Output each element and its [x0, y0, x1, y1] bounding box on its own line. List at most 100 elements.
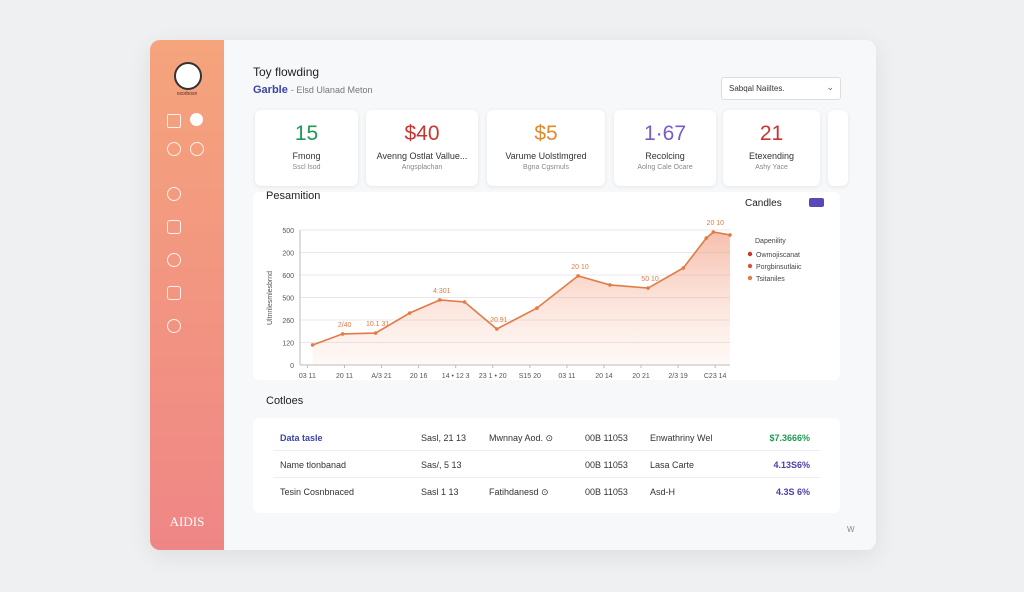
- table-cell: 00B 11053: [585, 487, 628, 497]
- kpi-value: 15: [294, 122, 319, 145]
- kpi-value: $5: [534, 122, 558, 145]
- area: [312, 232, 730, 365]
- annotation: 20 10: [707, 220, 725, 227]
- point: [576, 274, 580, 278]
- x-tick-label: 23 1 • 20: [479, 373, 507, 380]
- kpi-sublabel: Sscl lsod: [292, 164, 321, 171]
- x-tick-label: 20 14: [595, 373, 613, 380]
- nav-icon[interactable]: [167, 286, 181, 300]
- row-divider: [273, 450, 820, 451]
- point: [704, 236, 709, 240]
- annotation: 4:301: [433, 288, 451, 295]
- y-tick-label: 500: [282, 296, 294, 303]
- x-tick-label: 2/3 19: [668, 373, 688, 380]
- kpi-value: 1·67: [643, 122, 687, 145]
- kpi-card-partial: [828, 110, 848, 186]
- nav-icon[interactable]: [167, 220, 181, 234]
- annotation: 50 10: [641, 276, 659, 283]
- x-tick-label: 03 11: [558, 373, 575, 380]
- x-tick-label: S15 20: [519, 373, 541, 380]
- y-tick-label: 500: [282, 228, 294, 235]
- point: [608, 283, 612, 287]
- legend-label: Porgbinsutlaiic: [756, 264, 802, 271]
- table-cell: Sas/, 5 13: [421, 460, 462, 470]
- point: [495, 327, 499, 331]
- brand: AIDIS: [169, 514, 205, 529]
- annotation: 20 10: [571, 264, 589, 271]
- kpi-value: 21: [759, 122, 784, 145]
- dropdown-label: Sabqal Naiiltes.: [729, 84, 785, 93]
- y-axis-label: Ultnrilesmlesbrnd: [267, 271, 274, 325]
- legend-swatch: [747, 263, 753, 269]
- dropdown[interactable]: Sabqal Naiiltes. ⌄: [721, 77, 841, 100]
- kpi-card: $5 Varume Uolstlmgred Bgna Cgsrnuls: [487, 110, 605, 186]
- point: [310, 343, 315, 347]
- x-tick-label: 20 16: [410, 373, 428, 380]
- annotation: 2/40: [338, 322, 352, 329]
- y-tick-label: 120: [282, 341, 294, 348]
- chart: Pesamition Ultnrilesmlesbrnd Candles Dap…: [266, 190, 824, 380]
- sidebar: oxorbosn AIDIS: [150, 40, 224, 550]
- toggle[interactable]: [190, 113, 203, 126]
- y-tick-label: 200: [282, 251, 294, 258]
- nav-icon[interactable]: [167, 253, 181, 267]
- table-cell: Sasl 1 13: [421, 487, 459, 497]
- point: [373, 331, 378, 335]
- table-cell: Name tlonbanad: [280, 460, 347, 470]
- y-tick-label: 0: [290, 363, 294, 370]
- window: oxorbosn AIDIS Toy flowding Garble - Els…: [150, 40, 876, 550]
- row-divider: [273, 477, 820, 478]
- chevron: ⌄: [826, 82, 834, 92]
- kpi-label: Etexending: [748, 151, 795, 161]
- kpi-sublabel: Bgna Cgsrnuls: [523, 164, 569, 171]
- table-cell: Fatihdanesd ⊙: [489, 487, 549, 497]
- annotation: 20.91: [490, 317, 508, 324]
- point: [407, 311, 412, 315]
- legend-label: Tsitaniles: [756, 276, 785, 283]
- point: [711, 230, 716, 234]
- kpi-value: $40: [404, 122, 440, 145]
- subtitle: Garble - Elsd Ulanad Meton: [253, 84, 372, 96]
- x-tick-label: 14 • 12 3: [442, 373, 470, 380]
- annotation: 10.1 31: [366, 321, 389, 328]
- table: Data tasle Sasl, 21 13 Mwnnay Aod. ⊙ 00B 11…: [253, 418, 840, 513]
- kpi-sublabel: Aolng Cale Ocare: [637, 164, 693, 171]
- table-title: Cotloes: [266, 395, 304, 407]
- point: [340, 332, 345, 336]
- nav-icon[interactable]: [190, 142, 204, 156]
- kpi-label: Fmong: [292, 151, 321, 161]
- x-tick-label: C23 14: [704, 373, 727, 380]
- table-cell: Tesin Cosnbnaced: [280, 487, 355, 497]
- table-cell: 4.3S 6%: [775, 487, 810, 497]
- kpi-label: Recolcing: [645, 151, 685, 161]
- subtitle-strong: Garble: [253, 84, 288, 96]
- table-cell: 00B 11053: [585, 460, 628, 470]
- table-cell: 00B 11053: [585, 433, 628, 443]
- chart-title: Pesamition: [266, 190, 320, 202]
- nav-icon[interactable]: [167, 319, 181, 333]
- table-cell: 4.13S6%: [773, 460, 810, 470]
- table-cell: Enwathriny Wel: [650, 433, 713, 443]
- kpi-sublabel: Angsplachan: [401, 164, 443, 171]
- kpi-card: 1·67 Recolcing Aolng Cale Ocare: [614, 110, 716, 186]
- legend-title: Candles: [745, 198, 782, 209]
- footer-mark: W: [847, 525, 855, 534]
- kpi-label: Avenng Ostlat Vallue...: [376, 151, 468, 161]
- table-cell: Lasa Carte: [650, 460, 695, 470]
- nav-icon[interactable]: [167, 187, 181, 201]
- x-tick-label: 20 21: [632, 373, 650, 380]
- point: [535, 306, 539, 310]
- kpi-card: $40 Avenng Ostlat Vallue... Angsplachan: [366, 110, 478, 186]
- logo-caption: oxorbosn: [176, 91, 198, 97]
- legend-swatch: [747, 251, 753, 257]
- logo: [174, 62, 202, 90]
- toggle[interactable]: [809, 198, 824, 207]
- x-tick-label: A/3 21: [371, 373, 391, 380]
- nav-icon[interactable]: [167, 114, 181, 128]
- legend-heading: Dapenility: [755, 238, 786, 245]
- point: [437, 298, 442, 302]
- kpi-label: Varume Uolstlmgred: [505, 151, 587, 161]
- legend-swatch: [747, 275, 753, 281]
- search-icon[interactable]: [167, 142, 181, 156]
- point: [681, 266, 686, 270]
